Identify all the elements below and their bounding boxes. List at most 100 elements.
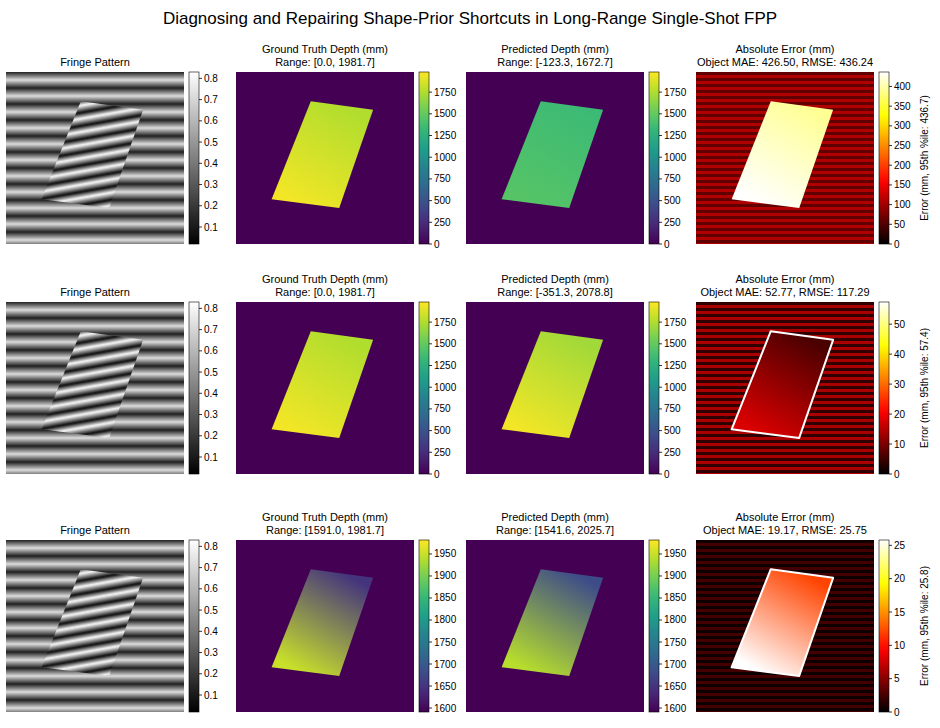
background — [696, 72, 874, 244]
colorbar-tick — [199, 610, 202, 611]
colorbar-tick-label: 0.4 — [204, 388, 218, 399]
colorbar-tick — [889, 414, 892, 415]
colorbar-tick-label: 0.5 — [204, 367, 218, 378]
colorbar-tick — [659, 244, 662, 245]
colorbar-tick — [659, 365, 662, 366]
panel-title: Ground Truth Depth (mm) — [262, 511, 388, 523]
colorbar-tick-label: 1000 — [664, 382, 687, 393]
background — [236, 72, 414, 244]
panel-subtitle: Range: [-351.3, 2078.8] — [497, 286, 613, 298]
colorbar-tick — [199, 163, 202, 164]
colorbar-tick — [429, 553, 432, 554]
colorbar-tick-label: 0.6 — [204, 345, 218, 356]
colorbar-tick-label: 1950 — [664, 548, 687, 559]
image — [696, 540, 874, 712]
background — [466, 72, 644, 244]
colorbar-tick — [659, 222, 662, 223]
colorbar-tick — [659, 430, 662, 431]
colorbar-tick-label: 1250 — [434, 130, 457, 141]
colorbar-tick — [889, 184, 892, 185]
fringe-object — [42, 569, 144, 676]
colorbar-tick — [889, 645, 892, 646]
object-edge — [732, 331, 834, 438]
colorbar-tick — [659, 92, 662, 93]
colorbar-tick-label: 0.8 — [204, 541, 218, 552]
colorbar-tick-label: 1750 — [664, 87, 687, 98]
colorbar-tick — [199, 308, 202, 309]
panel: Absolute Error (mm)Object MAE: 426.50, R… — [696, 43, 930, 250]
colorbar-tick-label: 1500 — [664, 338, 687, 349]
panel: Fringe Pattern0.10.20.30.40.50.60.70.8 — [6, 56, 218, 244]
colorbar — [419, 72, 429, 244]
colorbar-tick — [429, 135, 432, 136]
colorbar-tick — [889, 384, 892, 385]
colorbar-tick — [199, 184, 202, 185]
colorbar — [649, 302, 659, 474]
colorbar-tick-label: 1250 — [434, 360, 457, 371]
colorbar-tick — [889, 165, 892, 166]
colorbar-tick — [199, 78, 202, 79]
colorbar-tick — [429, 200, 432, 201]
panel: Ground Truth Depth (mm)Range: [1591.0, 1… — [236, 511, 457, 714]
colorbar-tick — [889, 545, 892, 546]
image — [236, 540, 414, 712]
panel-subtitle: Object MAE: 52.77, RMSE: 117.29 — [700, 286, 869, 298]
colorbar-tick — [199, 695, 202, 696]
colorbar-tick — [429, 222, 432, 223]
colorbar — [189, 540, 199, 712]
background — [696, 540, 874, 712]
colorbar-tick — [429, 664, 432, 665]
colorbar-tick — [199, 142, 202, 143]
colorbar — [649, 540, 659, 712]
colorbar-tick-label: 1850 — [664, 592, 687, 603]
colorbar-tick — [889, 204, 892, 205]
image — [6, 302, 184, 474]
panel-subtitle: Range: [1591.0, 1981.7] — [266, 524, 384, 536]
colorbar-tick-label: 0 — [894, 469, 900, 480]
colorbar-tick-label: 0 — [894, 239, 900, 250]
colorbar-tick — [889, 244, 892, 245]
colorbar-tick-label: 500 — [664, 195, 681, 206]
colorbar-tick-label: 0.6 — [204, 583, 218, 594]
colorbar-tick — [429, 157, 432, 158]
colorbar-label: Error (mm, 95th %ile: 25.8) — [919, 566, 930, 686]
colorbar-tick-label: 0.1 — [204, 222, 218, 233]
colorbar-tick-label: 1900 — [664, 570, 687, 581]
colorbar-tick — [429, 575, 432, 576]
image — [466, 302, 644, 474]
colorbar — [879, 540, 889, 712]
panel-subtitle: Range: [-123.3, 1672.7] — [497, 56, 613, 68]
colorbar-tick-label: 750 — [434, 403, 451, 414]
colorbar-tick-label: 0.3 — [204, 647, 218, 658]
colorbar — [879, 302, 889, 474]
colorbar-tick-label: 400 — [894, 81, 911, 92]
colorbar-tick-label: 0 — [664, 469, 670, 480]
colorbar-tick — [199, 414, 202, 415]
colorbar-tick-label: 0.2 — [204, 668, 218, 679]
colorbar-tick-label: 1900 — [434, 570, 457, 581]
colorbar-tick — [199, 205, 202, 206]
object — [272, 569, 374, 676]
panel: Predicted Depth (mm)Range: [1541.6, 2025… — [466, 511, 687, 714]
colorbar-tick — [659, 387, 662, 388]
colorbar-tick-label: 200 — [894, 160, 911, 171]
colorbar-tick-label: 1950 — [434, 548, 457, 559]
figure: Diagnosing and Repairing Shape-Prior Sho… — [0, 0, 940, 728]
fringe-object — [42, 331, 144, 438]
colorbar-tick — [429, 708, 432, 709]
colorbar-tick-label: 250 — [434, 217, 451, 228]
colorbar-tick — [429, 408, 432, 409]
image — [6, 540, 184, 712]
colorbar-tick — [659, 322, 662, 323]
background — [466, 540, 644, 712]
colorbar-tick — [659, 178, 662, 179]
colorbar-tick — [429, 92, 432, 93]
colorbar-tick — [199, 350, 202, 351]
colorbar-tick-label: 1600 — [664, 703, 687, 714]
colorbar-tick — [199, 588, 202, 589]
object — [502, 569, 603, 676]
colorbar-tick — [199, 457, 202, 458]
colorbar — [879, 72, 889, 244]
colorbar-tick — [659, 408, 662, 409]
fringe-object — [42, 101, 144, 208]
